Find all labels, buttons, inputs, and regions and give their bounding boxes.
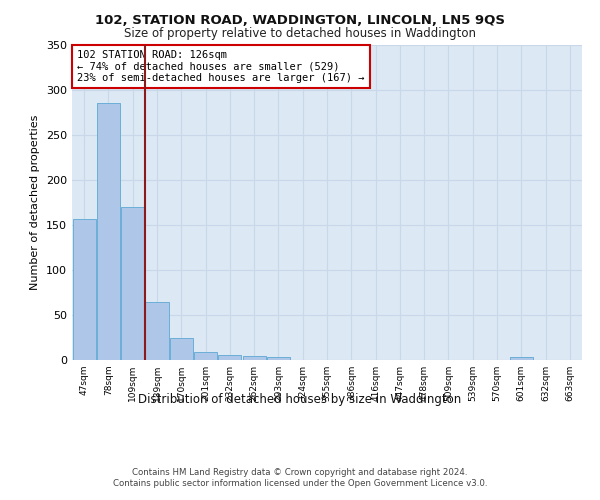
- Bar: [510, 358, 533, 360]
- Bar: [97, 102, 120, 360]
- Text: 102 STATION ROAD: 126sqm
← 74% of detached houses are smaller (529)
23% of semi-: 102 STATION ROAD: 126sqm ← 74% of detach…: [77, 50, 365, 83]
- Bar: [145, 302, 169, 360]
- Text: Contains HM Land Registry data © Crown copyright and database right 2024.
Contai: Contains HM Land Registry data © Crown c…: [113, 468, 487, 487]
- Text: Size of property relative to detached houses in Waddington: Size of property relative to detached ho…: [124, 28, 476, 40]
- Bar: [170, 338, 193, 360]
- Bar: [194, 352, 217, 360]
- Bar: [218, 354, 241, 360]
- Bar: [267, 358, 290, 360]
- Text: 102, STATION ROAD, WADDINGTON, LINCOLN, LN5 9QS: 102, STATION ROAD, WADDINGTON, LINCOLN, …: [95, 14, 505, 27]
- Bar: [242, 356, 266, 360]
- Bar: [73, 218, 95, 360]
- Text: Distribution of detached houses by size in Waddington: Distribution of detached houses by size …: [139, 392, 461, 406]
- Y-axis label: Number of detached properties: Number of detached properties: [31, 115, 40, 290]
- Bar: [121, 207, 144, 360]
